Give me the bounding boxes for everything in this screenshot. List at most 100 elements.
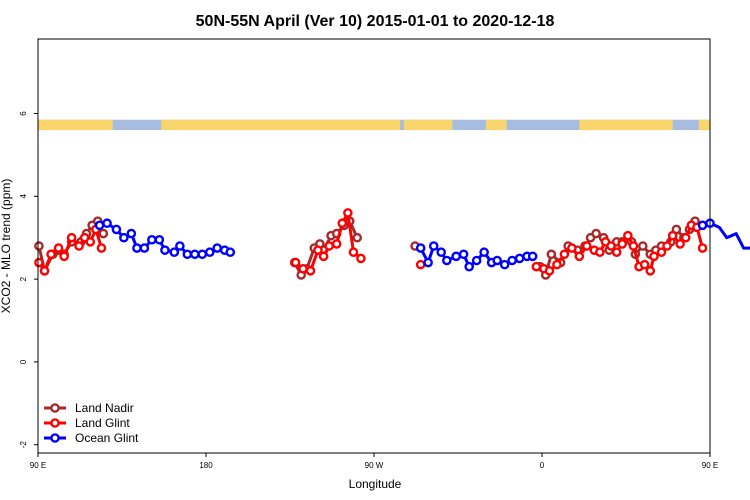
data-point [649,251,659,262]
x-tick-label: 90 E [30,461,46,470]
legend-item: Ocean Glint [44,431,139,445]
data-point [638,241,648,251]
data-point [53,243,64,253]
data-point [656,247,667,258]
data-point [415,243,426,253]
data-point [428,241,439,251]
data-point [514,253,525,264]
y-tick-label: 2 [19,276,28,281]
data-point [667,230,678,241]
data-point [111,224,122,235]
data-point [582,241,592,251]
data-point [574,251,585,262]
data-point [204,247,215,258]
data-point [305,266,316,276]
data-point [527,251,538,262]
data-point [94,220,105,231]
data-point [546,249,557,260]
legend-item: Land Nadir [44,401,134,415]
data-point [39,266,50,276]
data-point [85,237,96,247]
data-point [46,249,56,260]
y-tick-label: 6 [19,111,28,116]
x-tick-label: 90 E [702,461,718,470]
data-point [337,218,348,229]
y-axis-label: XCO2 - MLO trend (ppm) [0,179,13,314]
data-point [154,234,165,245]
data-point [639,259,650,270]
legend-swatch-point [50,418,60,428]
data-point [139,243,150,253]
land-ocean-strip [38,119,710,131]
data-point [645,266,656,276]
land-band [403,119,453,131]
legend-item: Land Glint [44,416,130,430]
data-point [66,232,77,243]
data-point [423,257,433,268]
data-point [675,239,685,249]
data-point [212,243,222,253]
data-point [591,228,601,239]
data-point [617,239,628,249]
data-point [348,247,359,258]
data-point [441,255,452,266]
data-point [595,247,605,258]
data-point [324,241,335,251]
x-tick-label: 90 W [365,461,384,470]
data-point [343,208,353,218]
data-point [623,230,633,241]
data-point [531,261,542,272]
data-point [96,243,107,253]
y-tick-label: -2 [19,441,28,449]
data-point [458,249,469,260]
data-point [492,255,503,266]
data-point [318,251,329,262]
data-point [559,249,570,260]
series-land-glint [34,208,708,276]
data-point [544,266,555,276]
data-point [606,241,616,251]
data-point [356,253,366,264]
data-point [59,251,69,262]
land-band [698,119,710,131]
legend-swatch-point [50,433,60,443]
data-point [189,249,200,260]
data-point [298,263,308,274]
data-point [290,257,301,268]
data-point [611,247,622,258]
x-axis-label: Longitude [349,477,402,491]
data-point [147,234,157,245]
data-point [471,255,482,266]
data-point [628,241,639,251]
y-tick-label: 0 [19,359,28,364]
data-point [499,259,510,270]
data-point [197,249,208,260]
data-point [175,241,185,251]
data-point [119,232,129,243]
data-point [169,247,180,258]
data-point [352,232,363,243]
data-point [697,220,708,231]
data-point [479,247,489,258]
land-band [579,119,673,131]
data-point [507,255,517,266]
data-point [567,243,577,253]
plot-series [34,208,750,280]
data-point [680,232,691,243]
x-axis: 90 E 180 90 W 0 90 E [30,453,718,470]
y-axis: -2 0 2 4 6 [19,111,38,449]
data-point [436,247,447,258]
data-point [331,239,342,249]
land-band [38,119,113,131]
data-point [313,245,323,255]
chart-title: 50N-55N April (Ver 10) 2015-01-01 to 202… [196,13,555,30]
x-tick-label: 180 [199,461,213,470]
data-point [464,261,475,272]
legend-swatch-point [50,403,60,413]
data-point [160,245,170,255]
data-point [98,228,109,239]
data-point [697,243,708,253]
data-point [225,247,236,258]
legend-label: Land Glint [75,416,130,430]
x-tick-label: 0 [540,461,545,470]
